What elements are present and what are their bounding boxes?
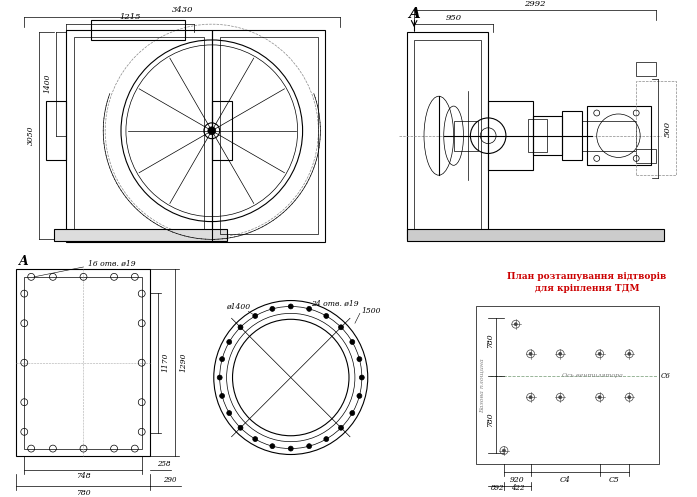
- Bar: [636, 82, 675, 175]
- Bar: [212, 101, 231, 161]
- Bar: [488, 101, 533, 170]
- Text: 950: 950: [445, 14, 461, 22]
- Text: C6: C6: [661, 372, 671, 380]
- Bar: [582, 121, 636, 151]
- Bar: [587, 106, 651, 166]
- Circle shape: [628, 396, 631, 399]
- Text: Базова площина: Базова площина: [480, 358, 485, 413]
- Circle shape: [357, 357, 362, 362]
- Bar: [46, 101, 66, 161]
- Text: 500: 500: [664, 121, 672, 137]
- Text: Ось вентилятора: Ось вентилятора: [562, 373, 622, 378]
- Circle shape: [270, 444, 275, 449]
- Text: 24 отв. ø19: 24 отв. ø19: [312, 300, 359, 308]
- Text: 2992: 2992: [524, 0, 545, 8]
- Circle shape: [227, 411, 231, 415]
- Text: 258: 258: [157, 460, 170, 468]
- Circle shape: [324, 436, 329, 441]
- Circle shape: [598, 352, 602, 355]
- Text: 1290: 1290: [179, 353, 187, 372]
- Bar: [407, 32, 488, 240]
- Bar: [636, 149, 656, 164]
- Bar: [476, 307, 659, 464]
- Bar: [66, 30, 212, 243]
- Bar: [212, 30, 325, 243]
- Bar: [454, 121, 478, 151]
- Text: 780: 780: [76, 489, 91, 497]
- Bar: [74, 37, 204, 235]
- Bar: [407, 230, 664, 242]
- Circle shape: [217, 375, 222, 380]
- Text: 3050: 3050: [27, 126, 35, 146]
- Bar: [220, 37, 319, 235]
- Circle shape: [220, 357, 224, 362]
- Text: План розташування відтворів: План розташування відтворів: [507, 272, 666, 281]
- Circle shape: [253, 314, 258, 319]
- Text: 16 отв. ø19: 16 отв. ø19: [89, 260, 136, 268]
- Text: C5: C5: [609, 476, 620, 484]
- Circle shape: [324, 314, 329, 319]
- Circle shape: [253, 436, 258, 441]
- Text: 1400: 1400: [44, 74, 52, 93]
- Bar: [24, 277, 141, 449]
- Text: 1215: 1215: [119, 13, 141, 21]
- Text: A: A: [20, 254, 29, 267]
- Bar: [533, 116, 562, 156]
- Text: C4: C4: [560, 476, 571, 484]
- Circle shape: [503, 449, 505, 452]
- Circle shape: [350, 411, 355, 415]
- Circle shape: [360, 375, 365, 380]
- Circle shape: [238, 425, 243, 430]
- Text: A: A: [408, 7, 420, 21]
- Text: 1170: 1170: [162, 353, 169, 372]
- Text: 748: 748: [76, 472, 91, 480]
- Text: ø1400: ø1400: [227, 303, 250, 311]
- Circle shape: [529, 352, 532, 355]
- Circle shape: [208, 127, 216, 135]
- Circle shape: [289, 446, 293, 451]
- Circle shape: [220, 394, 224, 399]
- Circle shape: [227, 339, 231, 344]
- Circle shape: [339, 425, 344, 430]
- Text: 780: 780: [486, 333, 494, 348]
- Circle shape: [357, 394, 362, 399]
- Text: 780: 780: [486, 413, 494, 427]
- Bar: [562, 111, 582, 161]
- Circle shape: [270, 307, 275, 311]
- Text: 290: 290: [162, 476, 176, 484]
- Text: 892: 892: [491, 484, 505, 492]
- Bar: [16, 269, 150, 456]
- Text: 920: 920: [510, 476, 525, 484]
- Bar: [528, 119, 547, 153]
- Circle shape: [238, 325, 243, 330]
- Bar: [91, 20, 185, 40]
- Circle shape: [559, 396, 562, 399]
- Circle shape: [628, 352, 631, 355]
- Circle shape: [350, 339, 355, 344]
- Circle shape: [307, 444, 312, 449]
- Circle shape: [339, 325, 344, 330]
- Bar: [636, 62, 656, 77]
- Circle shape: [598, 396, 602, 399]
- Text: для кріплення ТДМ: для кріплення ТДМ: [535, 284, 639, 293]
- Bar: [54, 230, 227, 242]
- Circle shape: [559, 352, 562, 355]
- Circle shape: [307, 307, 312, 311]
- Text: 422: 422: [511, 484, 525, 492]
- Text: 1500: 1500: [362, 307, 381, 316]
- Text: 3430: 3430: [171, 6, 193, 14]
- Circle shape: [529, 396, 532, 399]
- Circle shape: [289, 304, 293, 309]
- Bar: [414, 40, 481, 236]
- Circle shape: [514, 323, 517, 326]
